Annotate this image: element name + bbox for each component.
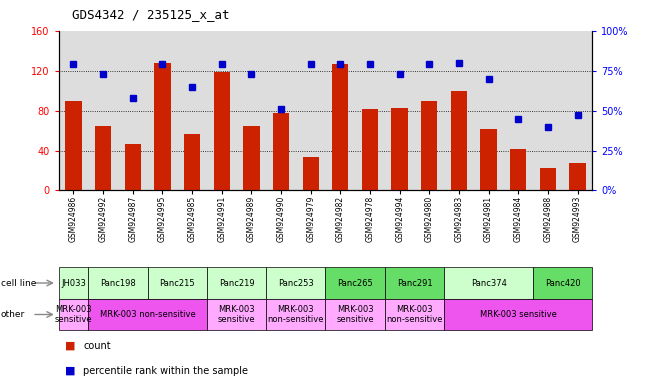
Text: MRK-003
sensitive: MRK-003 sensitive [55, 305, 92, 324]
Bar [214, 72, 230, 190]
Bar [266, 267, 326, 299]
Bar [65, 101, 81, 190]
Text: MRK-003
sensitive: MRK-003 sensitive [217, 305, 255, 324]
Bar [510, 149, 527, 190]
Text: percentile rank within the sample: percentile rank within the sample [83, 366, 248, 376]
Bar [570, 162, 586, 190]
Text: GDS4342 / 235125_x_at: GDS4342 / 235125_x_at [72, 8, 229, 21]
Bar [243, 126, 260, 190]
Bar [444, 267, 533, 299]
Text: Panc219: Panc219 [219, 278, 255, 288]
Bar [480, 129, 497, 190]
Text: Panc198: Panc198 [100, 278, 136, 288]
Bar [273, 113, 289, 190]
Text: Panc265: Panc265 [337, 278, 373, 288]
Text: count: count [83, 341, 111, 351]
Text: Panc420: Panc420 [545, 278, 581, 288]
Text: MRK-003 sensitive: MRK-003 sensitive [480, 310, 557, 319]
Bar [154, 63, 171, 190]
Bar [444, 299, 592, 330]
Bar [266, 299, 326, 330]
Text: Panc291: Panc291 [396, 278, 432, 288]
Text: JH033: JH033 [61, 278, 86, 288]
Bar [326, 299, 385, 330]
Text: ■: ■ [65, 341, 76, 351]
Bar [207, 299, 266, 330]
Bar [59, 299, 89, 330]
Bar [540, 169, 556, 190]
Bar [450, 91, 467, 190]
Bar [332, 64, 348, 190]
Bar [89, 299, 207, 330]
Bar [421, 101, 437, 190]
Bar [385, 267, 444, 299]
Text: cell line: cell line [1, 278, 36, 288]
Text: Panc253: Panc253 [278, 278, 314, 288]
Text: MRK-003
non-sensitive: MRK-003 non-sensitive [386, 305, 443, 324]
Text: Panc215: Panc215 [159, 278, 195, 288]
Bar [59, 267, 89, 299]
Text: MRK-003
sensitive: MRK-003 sensitive [337, 305, 374, 324]
Text: MRK-003 non-sensitive: MRK-003 non-sensitive [100, 310, 195, 319]
Bar [95, 126, 111, 190]
Bar [89, 267, 148, 299]
Bar [148, 267, 207, 299]
Text: other: other [1, 310, 25, 319]
Text: ■: ■ [65, 366, 76, 376]
Bar [385, 299, 444, 330]
Bar [184, 134, 201, 190]
Bar [207, 267, 266, 299]
Text: Panc374: Panc374 [471, 278, 506, 288]
Bar [533, 267, 592, 299]
Bar [303, 157, 319, 190]
Bar [124, 144, 141, 190]
Bar [362, 109, 378, 190]
Text: MRK-003
non-sensitive: MRK-003 non-sensitive [268, 305, 324, 324]
Bar [326, 267, 385, 299]
Bar [391, 108, 408, 190]
